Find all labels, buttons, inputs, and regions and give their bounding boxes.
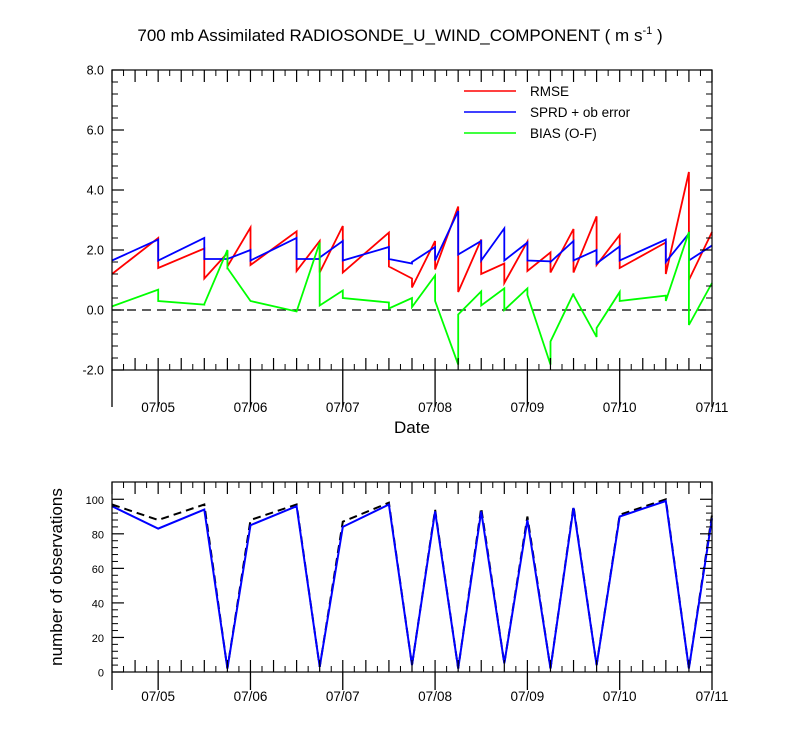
legend-item-rmse: RMSE [464, 84, 569, 99]
error-y-tick-label: 6.0 [87, 124, 104, 138]
error-series-bias-o-f [111, 231, 713, 365]
y-axis-title-observations: number of observations [47, 488, 66, 666]
x-axis-title: Date [394, 418, 430, 437]
error-x-tick-label: 07/09 [510, 400, 544, 415]
obs-x-tick-label: 07/11 [696, 689, 729, 704]
error-y-tick-label: 4.0 [87, 184, 104, 198]
legend-label-bias: BIAS (O-F) [530, 126, 597, 141]
obs-series-observations-possible [111, 497, 713, 669]
error-x-tick-label: 07/07 [326, 400, 360, 415]
chart-title: 700 mb Assimilated RADIOSONDE_U_WIND_COM… [137, 25, 662, 45]
error-series-rmse [111, 171, 713, 293]
legend-label-spread: SPRD + ob error [530, 105, 631, 120]
obs-y-tick-label: 80 [92, 529, 104, 541]
legend-item-bias: BIAS (O-F) [464, 126, 597, 141]
obs-y-tick-label: 100 [86, 495, 104, 507]
obs-x-tick-label: 07/06 [234, 689, 268, 704]
obs-y-tick-label: 0 [98, 668, 104, 680]
error-y-tick-label: 8.0 [87, 64, 104, 78]
obs-y-tick-label: 40 [92, 598, 104, 610]
legend: RMSE SPRD + ob error BIAS (O-F) [464, 84, 631, 141]
observation-count-panel: 0 20 40 60 80 100 07/05 07/06 07/07 07/08 07/09 07/… [47, 481, 729, 704]
obs-x-tick-label: 07/07 [326, 689, 360, 704]
obs-series-observations-used [111, 499, 713, 669]
error-x-tick-label: 07/06 [234, 400, 268, 415]
error-y-tick-label: 2.0 [87, 244, 104, 258]
error-x-tick-label: 07/08 [418, 400, 452, 415]
error-y-tick-label: -2.0 [82, 364, 104, 378]
obs-x-tick-label: 07/10 [603, 689, 637, 704]
error-x-tick-label: 07/10 [603, 400, 637, 415]
error-series-sprd-ob-error [111, 210, 713, 266]
error-panel: -2.0 0.0 2.0 4.0 6.0 8.0 07/05 07/06 07/07 07/08 0… [82, 64, 728, 438]
obs-y-tick-label: 20 [92, 633, 104, 645]
legend-item-spread: SPRD + ob error [464, 105, 631, 120]
obs-x-tick-label: 07/08 [418, 689, 452, 704]
error-x-tick-label: 07/11 [696, 400, 729, 415]
error-x-tick-label: 07/05 [141, 400, 175, 415]
legend-label-rmse: RMSE [530, 84, 569, 99]
obs-y-tick-label: 60 [92, 564, 104, 576]
error-y-tick-label: 0.0 [87, 304, 104, 318]
obs-x-tick-label: 07/05 [141, 689, 175, 704]
obs-x-tick-label: 07/09 [510, 689, 544, 704]
